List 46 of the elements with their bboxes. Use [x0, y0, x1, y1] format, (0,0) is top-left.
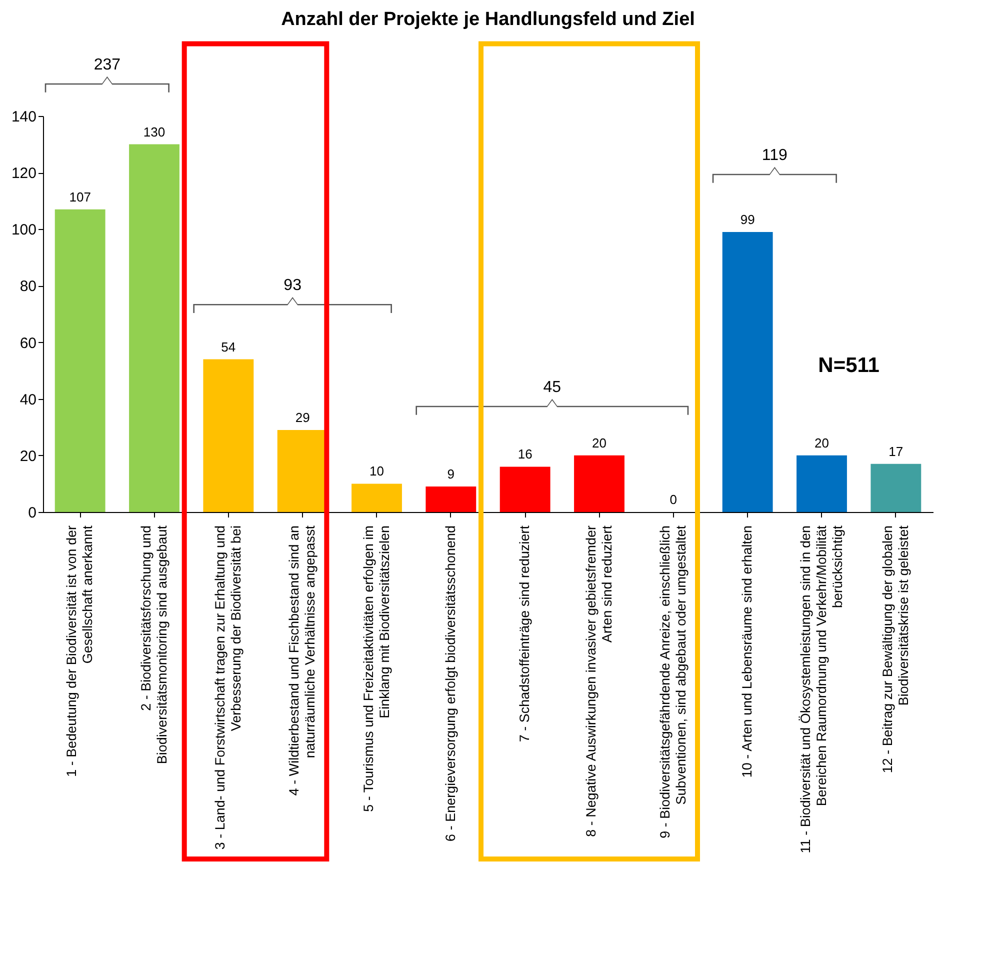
bar [870, 464, 922, 512]
y-tick-label: 140 [11, 108, 36, 126]
bar [129, 144, 180, 512]
bar [796, 455, 847, 512]
bar [722, 232, 773, 512]
bar [54, 209, 106, 512]
x-tick-label: 4 - Wildtierbestand und Fischbestand sind an naturräumliche Verhältnisse angepasst [286, 525, 318, 796]
data-label: 9 [447, 466, 455, 482]
bar [352, 484, 402, 512]
data-label: 99 [740, 212, 755, 227]
annotation: N=511 [818, 354, 880, 377]
bar [574, 455, 624, 512]
bar [500, 466, 550, 512]
x-tick-label: 7 - Schadstoffeinträge sind reduziert [517, 525, 532, 742]
data-label: 130 [143, 124, 166, 140]
y-tick-label: 100 [11, 222, 36, 239]
text: 237 [94, 56, 121, 74]
x-tick-label: 3 - Land- und Forstwirtschaft tragen zur Erhaltung und Verbesserung der Biodiversität bei [212, 526, 244, 850]
chart-title: Anzahl der Projekte je Handlungsfeld und Ziel [281, 9, 695, 30]
y-tick-label: 0 [28, 504, 36, 522]
data-label: 10 [370, 464, 384, 479]
data-label: 17 [888, 444, 904, 459]
data-label: 20 [592, 435, 606, 450]
x-tick-label: 11 - Biodiversität und Ökosystemleistungen sind in den Bereichen Raumordnung und Verkehr/Mobilität berücksichtigt [798, 525, 845, 854]
y-tick-label: 120 [11, 165, 36, 182]
y-tick-label: 40 [20, 391, 36, 408]
x-tick-label: 6 - Energieversorgung erfolgt biodiversitätsschonend [442, 526, 458, 842]
annotation: 45 [543, 378, 562, 396]
x-tick-label: 2 - Biodiversitätsforschung und Biodiversitätsmonitoring sind ausgebaut [138, 525, 170, 764]
bar [426, 486, 476, 512]
x-tick-label: 10 - Arten und Lebensräume sind erhalten [740, 526, 755, 778]
x-tick-label: 9 - Biodiversitätsgefährdende Anreize, einschließlich Subventionen, sind abgebaut oder umgestaltet [657, 525, 688, 838]
data-label: 16 [518, 446, 532, 462]
y-tick-label: 60 [20, 334, 36, 352]
data-label: 0 [670, 492, 678, 507]
data-label: 54 [221, 339, 236, 354]
data-label: 29 [295, 410, 310, 425]
x-tick-label: 8 - Negative Auswirkungen invasiver gebietsfremder Arten sind reduziert [583, 525, 614, 837]
data-label: 20 [814, 435, 829, 450]
y-tick-label: 20 [20, 448, 36, 465]
annotation: 93 [284, 277, 302, 294]
data-label: 107 [69, 189, 91, 204]
bar [203, 359, 254, 512]
x-tick-label: 1 - Bedeutung der Biodiversität ist von der Gesellschaft anerkannt [64, 525, 96, 777]
annotation: 119 [762, 146, 788, 164]
y-tick-label: 80 [20, 278, 36, 296]
